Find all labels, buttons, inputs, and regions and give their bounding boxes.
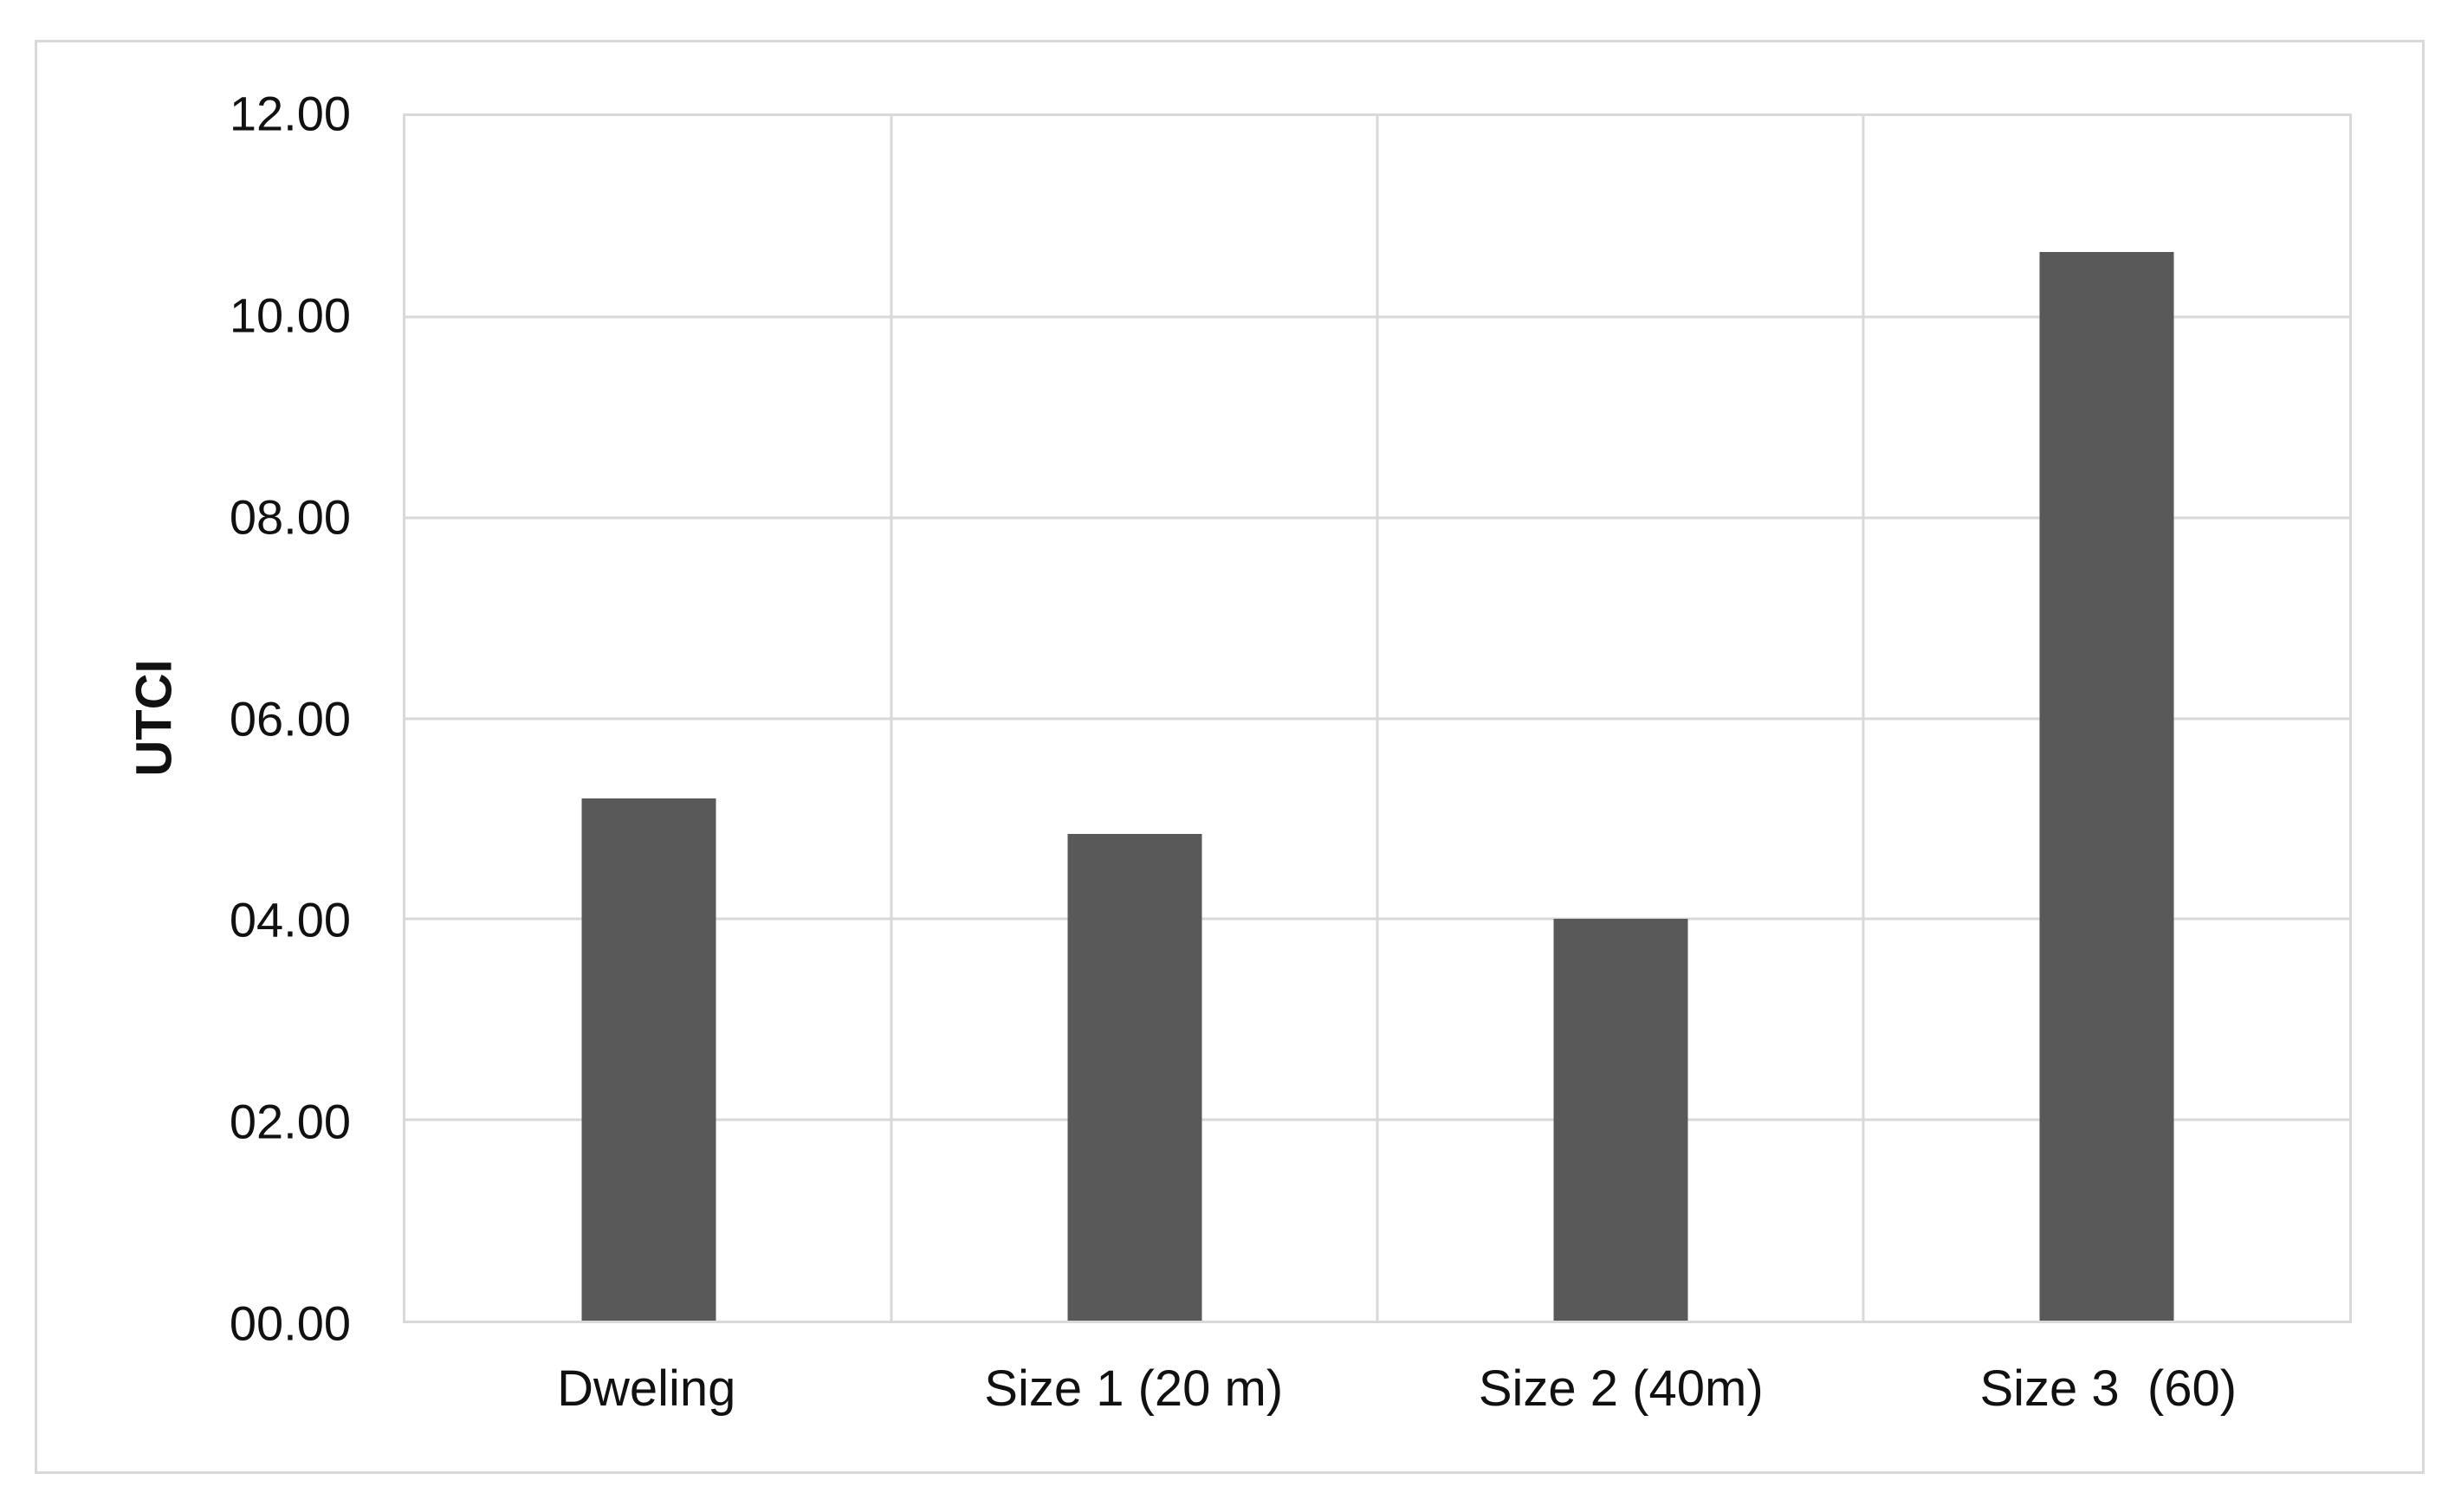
x-category-label: Size 3 (60): [1979, 1360, 2238, 1417]
x-category-label: Size 2 (40m): [1478, 1360, 1764, 1417]
bar-size-1-20-m: [1067, 833, 1201, 1321]
y-tick-label: 06.00: [229, 691, 351, 746]
x-axis-labels: Dweling Size 1 (20 m) Size 2 (40m) Size 3 (…: [403, 1323, 2352, 1453]
y-tick-label: 10.00: [229, 288, 351, 343]
y-tick-label: 00.00: [229, 1296, 351, 1351]
y-tick-label: 08.00: [229, 489, 351, 545]
x-category-label: Size 1 (20 m): [984, 1360, 1284, 1417]
bar-size-3-60: [2039, 251, 2173, 1321]
gridline-vertical: [890, 116, 893, 1321]
x-category-label: Dweling: [557, 1360, 736, 1417]
plot-area: [403, 113, 2352, 1323]
y-tick-label: 12.00: [229, 86, 351, 141]
y-axis-ticks: 00.00 02.00 04.00 06.00 08.00 10.00 12.00: [0, 87, 351, 1351]
bar-dweling: [581, 798, 716, 1321]
bar-size-2-40m: [1553, 919, 1687, 1321]
y-tick-label: 02.00: [229, 1094, 351, 1149]
gridline-vertical: [1376, 116, 1379, 1321]
y-tick-label: 04.00: [229, 892, 351, 947]
gridline-vertical: [1862, 116, 1865, 1321]
